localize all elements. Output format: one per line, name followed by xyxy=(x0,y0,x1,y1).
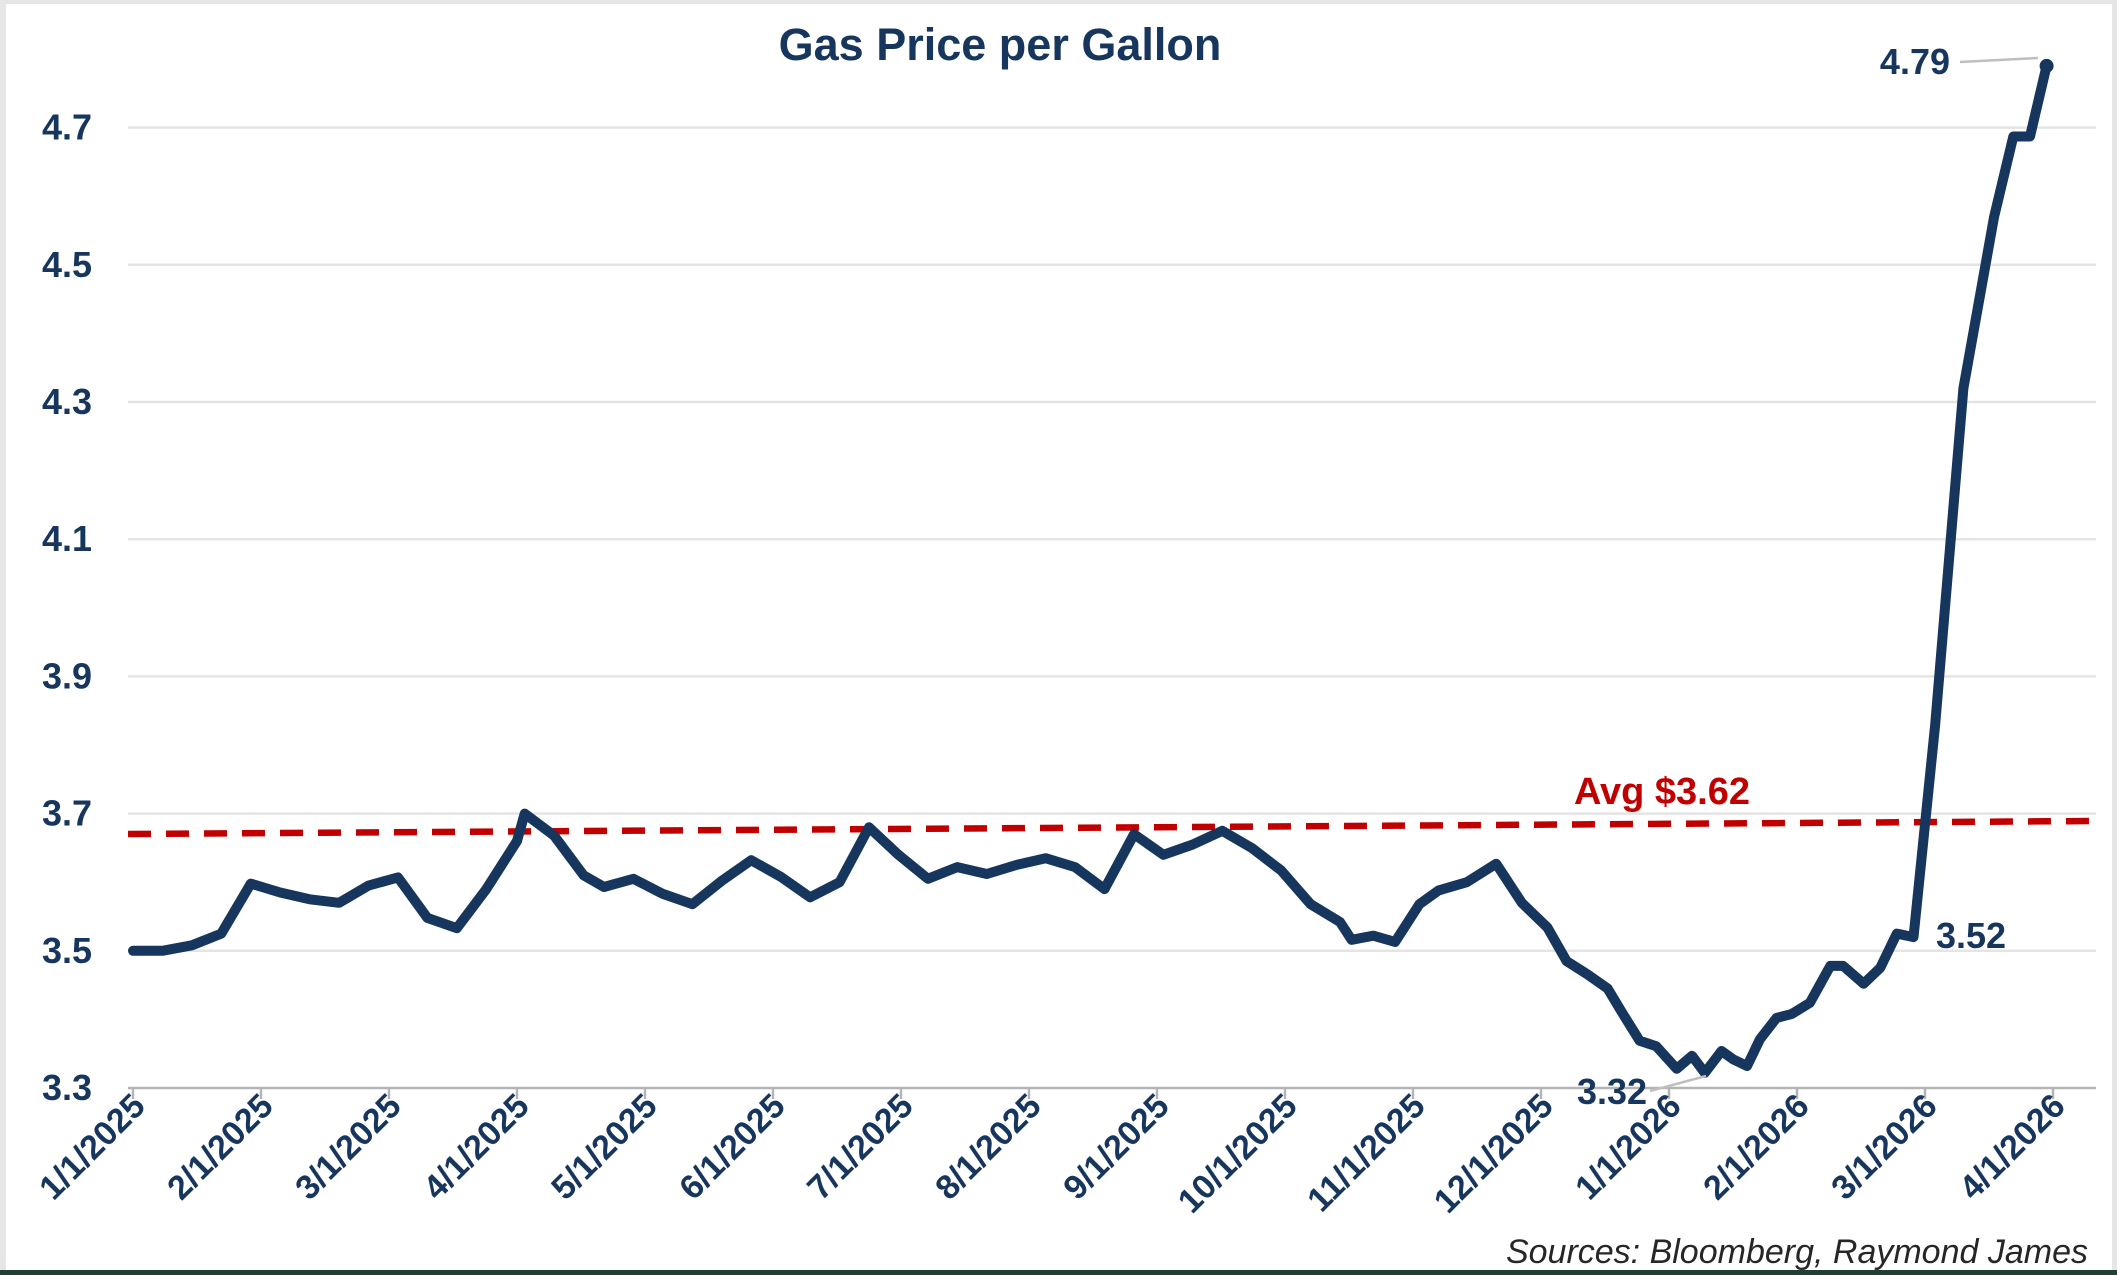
x-tick-label: 12/1/2025 xyxy=(1427,1087,1561,1221)
y-tick-label: 4.5 xyxy=(42,244,92,285)
frame-border-right xyxy=(2112,0,2117,1275)
y-gridlines xyxy=(128,126,2096,1090)
x-tick-label: 11/1/2025 xyxy=(1300,1087,1433,1220)
x-tick-label: 6/1/2025 xyxy=(672,1087,792,1207)
y-tick-label: 3.5 xyxy=(42,930,92,971)
average-dashed-line xyxy=(127,817,2097,838)
y-tick-label: 3.9 xyxy=(42,655,92,696)
frame-border-top xyxy=(0,0,2117,4)
avg-line-label: Avg $3.62 xyxy=(1574,771,1750,813)
y-tick-label: 4.3 xyxy=(42,381,92,422)
x-tick-label: 2/1/2026 xyxy=(1696,1087,1816,1207)
chart-title: Gas Price per Gallon xyxy=(779,19,1222,70)
x-tick-label: 9/1/2025 xyxy=(1056,1087,1176,1207)
annotation-352: 3.52 xyxy=(1936,915,2006,956)
y-axis-labels: 3.3 3.5 3.7 3.9 4.1 4.3 4.5 4.7 xyxy=(42,107,92,1108)
endpoint-dot xyxy=(2039,58,2054,73)
y-tick-label: 4.1 xyxy=(42,518,92,559)
x-tick-label: 5/1/2025 xyxy=(544,1087,664,1207)
x-tick-label: 2/1/2025 xyxy=(160,1087,280,1207)
leader-line-332 xyxy=(1649,1074,1707,1093)
frame-border-bottom xyxy=(0,1270,2117,1275)
x-axis-ticks xyxy=(131,1087,2055,1099)
frame-border-left xyxy=(0,0,6,1275)
x-tick-label: 3/1/2026 xyxy=(1824,1087,1944,1207)
annotation-479: 4.79 xyxy=(1880,41,1950,82)
annotation-332: 3.32 xyxy=(1577,1071,1647,1112)
x-tick-label: 4/1/2025 xyxy=(416,1087,536,1207)
x-tick-label: 4/1/2026 xyxy=(1952,1087,2072,1207)
source-note: Sources: Bloomberg, Raymond James xyxy=(1506,1233,2088,1271)
price-line xyxy=(128,60,2052,1078)
x-tick-label: 8/1/2025 xyxy=(928,1087,1048,1207)
x-tick-label: 10/1/2025 xyxy=(1171,1087,1305,1221)
y-tick-label: 3.7 xyxy=(42,793,92,834)
y-tick-label: 3.3 xyxy=(42,1067,92,1108)
x-axis-labels: 1/1/2025 2/1/2025 3/1/2025 4/1/2025 5/1/2025… xyxy=(32,1087,2072,1221)
leader-line-479 xyxy=(1959,56,2039,64)
y-tick-label: 4.7 xyxy=(42,107,92,148)
x-tick-label: 3/1/2025 xyxy=(288,1087,408,1207)
x-tick-label: 7/1/2025 xyxy=(800,1087,920,1207)
